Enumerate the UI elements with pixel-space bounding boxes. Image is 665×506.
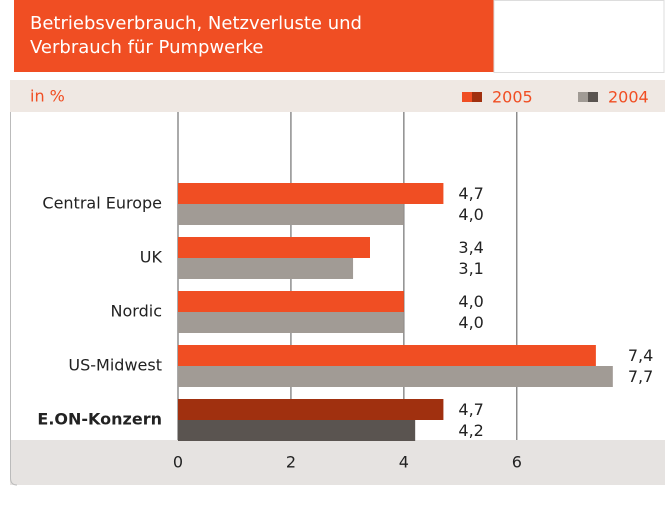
value-label: 3,4 [458, 238, 483, 257]
bar [178, 420, 416, 441]
value-label: 3,1 [458, 259, 483, 278]
bar [178, 183, 444, 204]
x-tick-label: 0 [173, 453, 183, 472]
chart-title: Betriebsverbrauch, Netzverluste und [30, 13, 362, 34]
legend-label: 2005 [492, 88, 533, 107]
y-tick-label: Nordic [111, 302, 162, 321]
legend-swatch [588, 92, 598, 102]
legend-label: 2004 [608, 88, 649, 107]
bar [178, 312, 404, 333]
y-tick-label: Central Europe [42, 194, 162, 213]
y-tick-label: E.ON-Konzern [37, 410, 162, 429]
value-label: 4,2 [458, 421, 483, 440]
bar [178, 258, 354, 279]
bar [178, 291, 404, 312]
value-label: 4,7 [458, 184, 483, 203]
unit-label: in % [30, 87, 65, 106]
header-band [10, 80, 665, 112]
legend-swatch [462, 92, 472, 102]
bar [178, 237, 370, 258]
y-tick-label: UK [140, 248, 163, 267]
bar [178, 366, 613, 387]
value-label: 4,7 [458, 400, 483, 419]
x-tick-label: 4 [399, 453, 409, 472]
value-label: 4,0 [458, 292, 483, 311]
legend-swatch [472, 92, 482, 102]
bar [178, 204, 404, 225]
value-label: 4,0 [458, 313, 483, 332]
x-tick-label: 6 [512, 453, 522, 472]
bar [178, 399, 444, 420]
frame [10, 112, 18, 486]
value-label: 7,7 [628, 367, 653, 386]
value-label: 7,4 [628, 346, 653, 365]
title-blank [493, 0, 665, 73]
y-tick-label: US-Midwest [68, 356, 162, 375]
legend-swatch [578, 92, 588, 102]
value-label: 4,0 [458, 205, 483, 224]
x-tick-label: 2 [286, 453, 296, 472]
title-box [14, 0, 494, 72]
bar [178, 345, 596, 366]
chart-title: Verbrauch für Pumpwerke [30, 37, 264, 58]
axis-band [10, 440, 665, 485]
